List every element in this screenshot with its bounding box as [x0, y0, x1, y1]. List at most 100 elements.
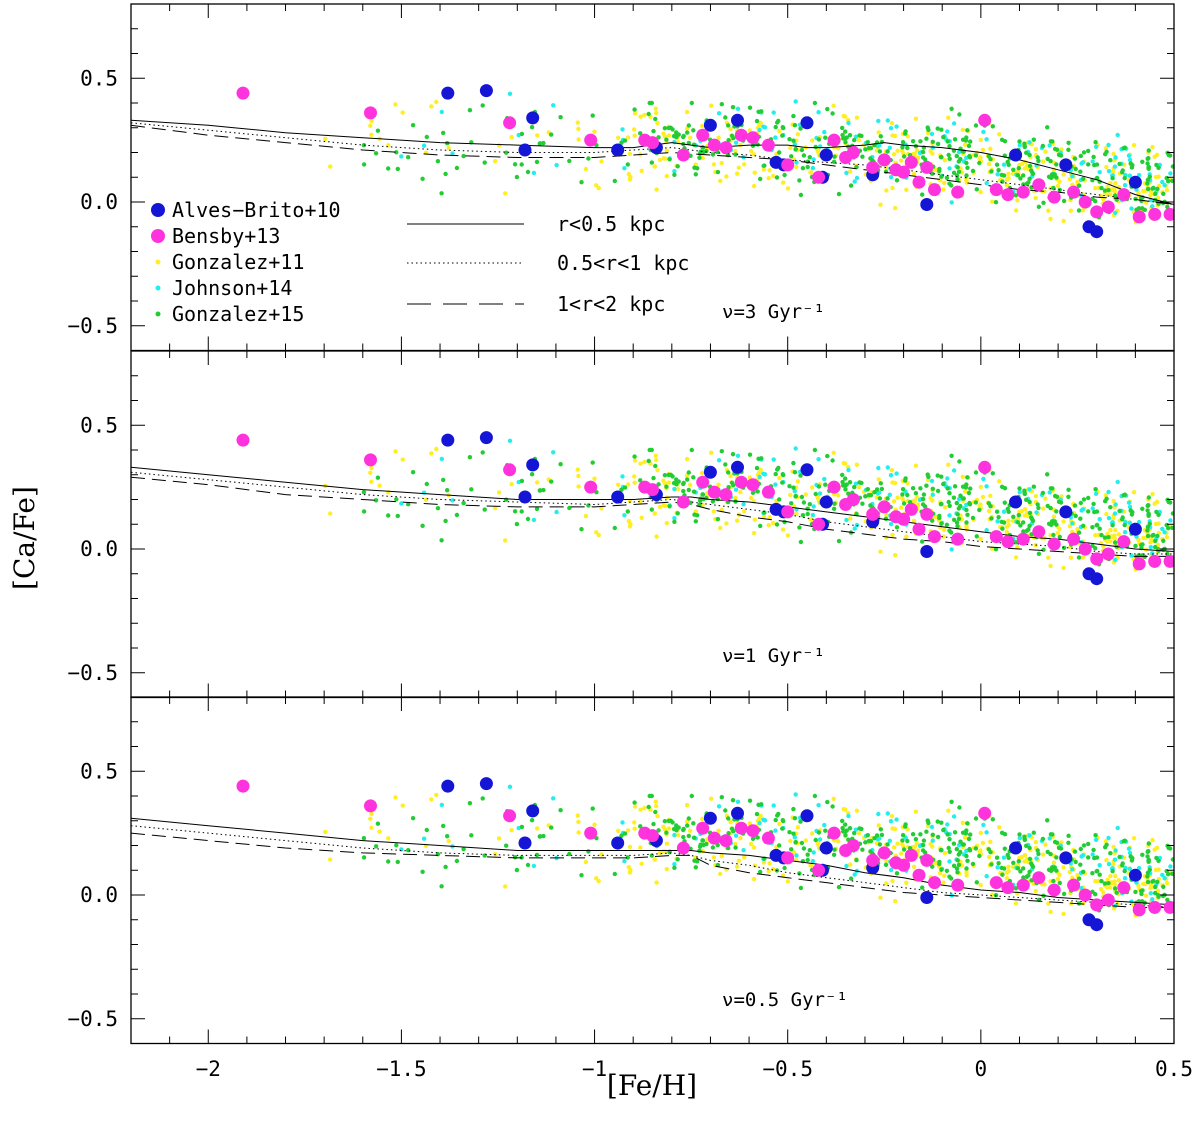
johnson-14-point — [816, 110, 821, 115]
gonzalez-15-point — [878, 827, 883, 832]
gonzalez-15-point — [1051, 878, 1056, 884]
gonzalez-15-point — [1024, 181, 1030, 186]
gonzalez-15-point — [1030, 517, 1035, 522]
bensby-13-point — [1001, 881, 1015, 895]
gonzalez-15-point — [710, 152, 716, 157]
gonzalez-11-point — [657, 157, 663, 163]
gonzalez-11-point — [535, 133, 540, 138]
alves-brito-10-point — [703, 465, 717, 479]
gonzalez-11-point — [997, 825, 1002, 830]
gonzalez-15-point — [361, 162, 367, 167]
gonzalez-15-point — [1021, 875, 1026, 880]
gonzalez-11-point — [962, 489, 968, 494]
alves-brito-10-point — [920, 891, 934, 904]
gonzalez-15-point — [394, 150, 399, 155]
gonzalez-15-point — [973, 470, 979, 475]
gonzalez-11-point — [1051, 514, 1057, 519]
bensby-13-point — [1132, 210, 1146, 224]
gonzalez-11-point — [655, 121, 660, 126]
bensby-13-point — [676, 148, 690, 162]
johnson-14-point — [929, 478, 935, 484]
gonzalez-15-point — [954, 520, 960, 525]
gonzalez-15-point — [689, 447, 694, 453]
gonzalez-15-point — [1017, 486, 1022, 491]
gonzalez-11-point — [960, 474, 965, 479]
gonzalez-11-point — [664, 148, 670, 153]
gonzalez-15-point — [970, 168, 976, 174]
gonzalez-15-point — [1078, 500, 1084, 506]
gonzalez-11-point — [429, 451, 434, 456]
johnson-14-point — [1112, 857, 1118, 862]
gonzalez-15-point — [1086, 841, 1091, 847]
johnson-14-point — [885, 118, 890, 123]
gonzalez-15-point — [831, 506, 837, 511]
gonzalez-15-point — [777, 497, 782, 502]
gonzalez-11-point — [856, 485, 862, 490]
gonzalez-11-point — [429, 104, 434, 109]
gonzalez-15-point — [710, 845, 716, 850]
gonzalez-11-point — [632, 826, 637, 831]
gonzalez-11-point — [751, 530, 757, 536]
johnson-14-point — [716, 111, 722, 116]
gonzalez-15-point — [1040, 836, 1046, 842]
gonzalez-15-point — [883, 516, 889, 521]
gonzalez-15-point — [1139, 891, 1144, 897]
gonzalez-15-point — [859, 133, 864, 139]
gonzalez-15-point — [863, 147, 868, 152]
gonzalez-11-point — [663, 503, 668, 508]
johnson-14-point — [981, 129, 986, 135]
gonzalez-15-point — [667, 157, 672, 162]
gonzalez-15-point — [534, 159, 540, 165]
gonzalez-11-point — [1108, 527, 1113, 533]
gonzalez-15-point — [681, 133, 686, 139]
johnson-14-point — [811, 157, 816, 162]
gonzalez-15-point — [1066, 487, 1071, 492]
gonzalez-15-point — [700, 838, 705, 843]
gonzalez-15-point — [715, 516, 721, 522]
gonzalez-15-point — [812, 100, 818, 106]
gonzalez-11-point — [711, 855, 717, 860]
gonzalez-15-point — [1001, 173, 1007, 178]
gonzalez-15-point — [1021, 529, 1026, 534]
bensby-13-point — [676, 495, 690, 509]
gonzalez-15-point — [1110, 869, 1115, 874]
bensby-13-point — [1132, 557, 1146, 571]
johnson-14-point — [930, 145, 935, 150]
gonzalez-15-point — [441, 477, 446, 483]
gonzalez-11-point — [1104, 511, 1109, 517]
gonzalez-15-point — [1036, 204, 1042, 209]
gonzalez-11-point — [576, 473, 581, 479]
gonzalez-11-point — [676, 487, 681, 492]
gonzalez-11-point — [393, 795, 398, 800]
gonzalez-11-point — [911, 518, 917, 524]
gonzalez-15-point — [1114, 890, 1119, 895]
gonzalez-15-point — [697, 848, 702, 853]
gonzalez-11-point — [788, 145, 793, 151]
gonzalez-11-point — [1041, 159, 1046, 164]
johnson-14-point — [1106, 835, 1111, 841]
gonzalez-15-point — [1041, 200, 1046, 205]
bensby-13-point — [846, 839, 860, 852]
gonzalez-15-point — [1145, 854, 1150, 859]
gonzalez-11-point — [1006, 518, 1011, 523]
gonzalez-11-point — [632, 127, 637, 132]
gonzalez-15-point — [361, 855, 367, 860]
gonzalez-11-point — [854, 115, 860, 120]
gonzalez-15-point — [729, 826, 735, 831]
gonzalez-11-point — [1103, 839, 1109, 844]
ticks — [130, 350, 1175, 698]
gonzalez-15-point — [966, 490, 972, 496]
gonzalez-15-point — [901, 847, 907, 852]
gonzalez-15-point — [994, 509, 1000, 514]
gonzalez-15-point — [1056, 845, 1062, 850]
gonzalez-15-point — [944, 868, 950, 873]
gonzalez-15-point — [774, 175, 780, 180]
gonzalez-15-point — [874, 487, 880, 492]
johnson-14-point — [811, 850, 816, 855]
gonzalez-15-point — [999, 137, 1005, 142]
gonzalez-11-point — [639, 515, 644, 520]
johnson-14-point — [947, 513, 952, 518]
gonzalez-15-point — [801, 153, 807, 158]
gonzalez-15-point — [1048, 832, 1054, 837]
gonzalez-15-point — [1108, 505, 1113, 510]
